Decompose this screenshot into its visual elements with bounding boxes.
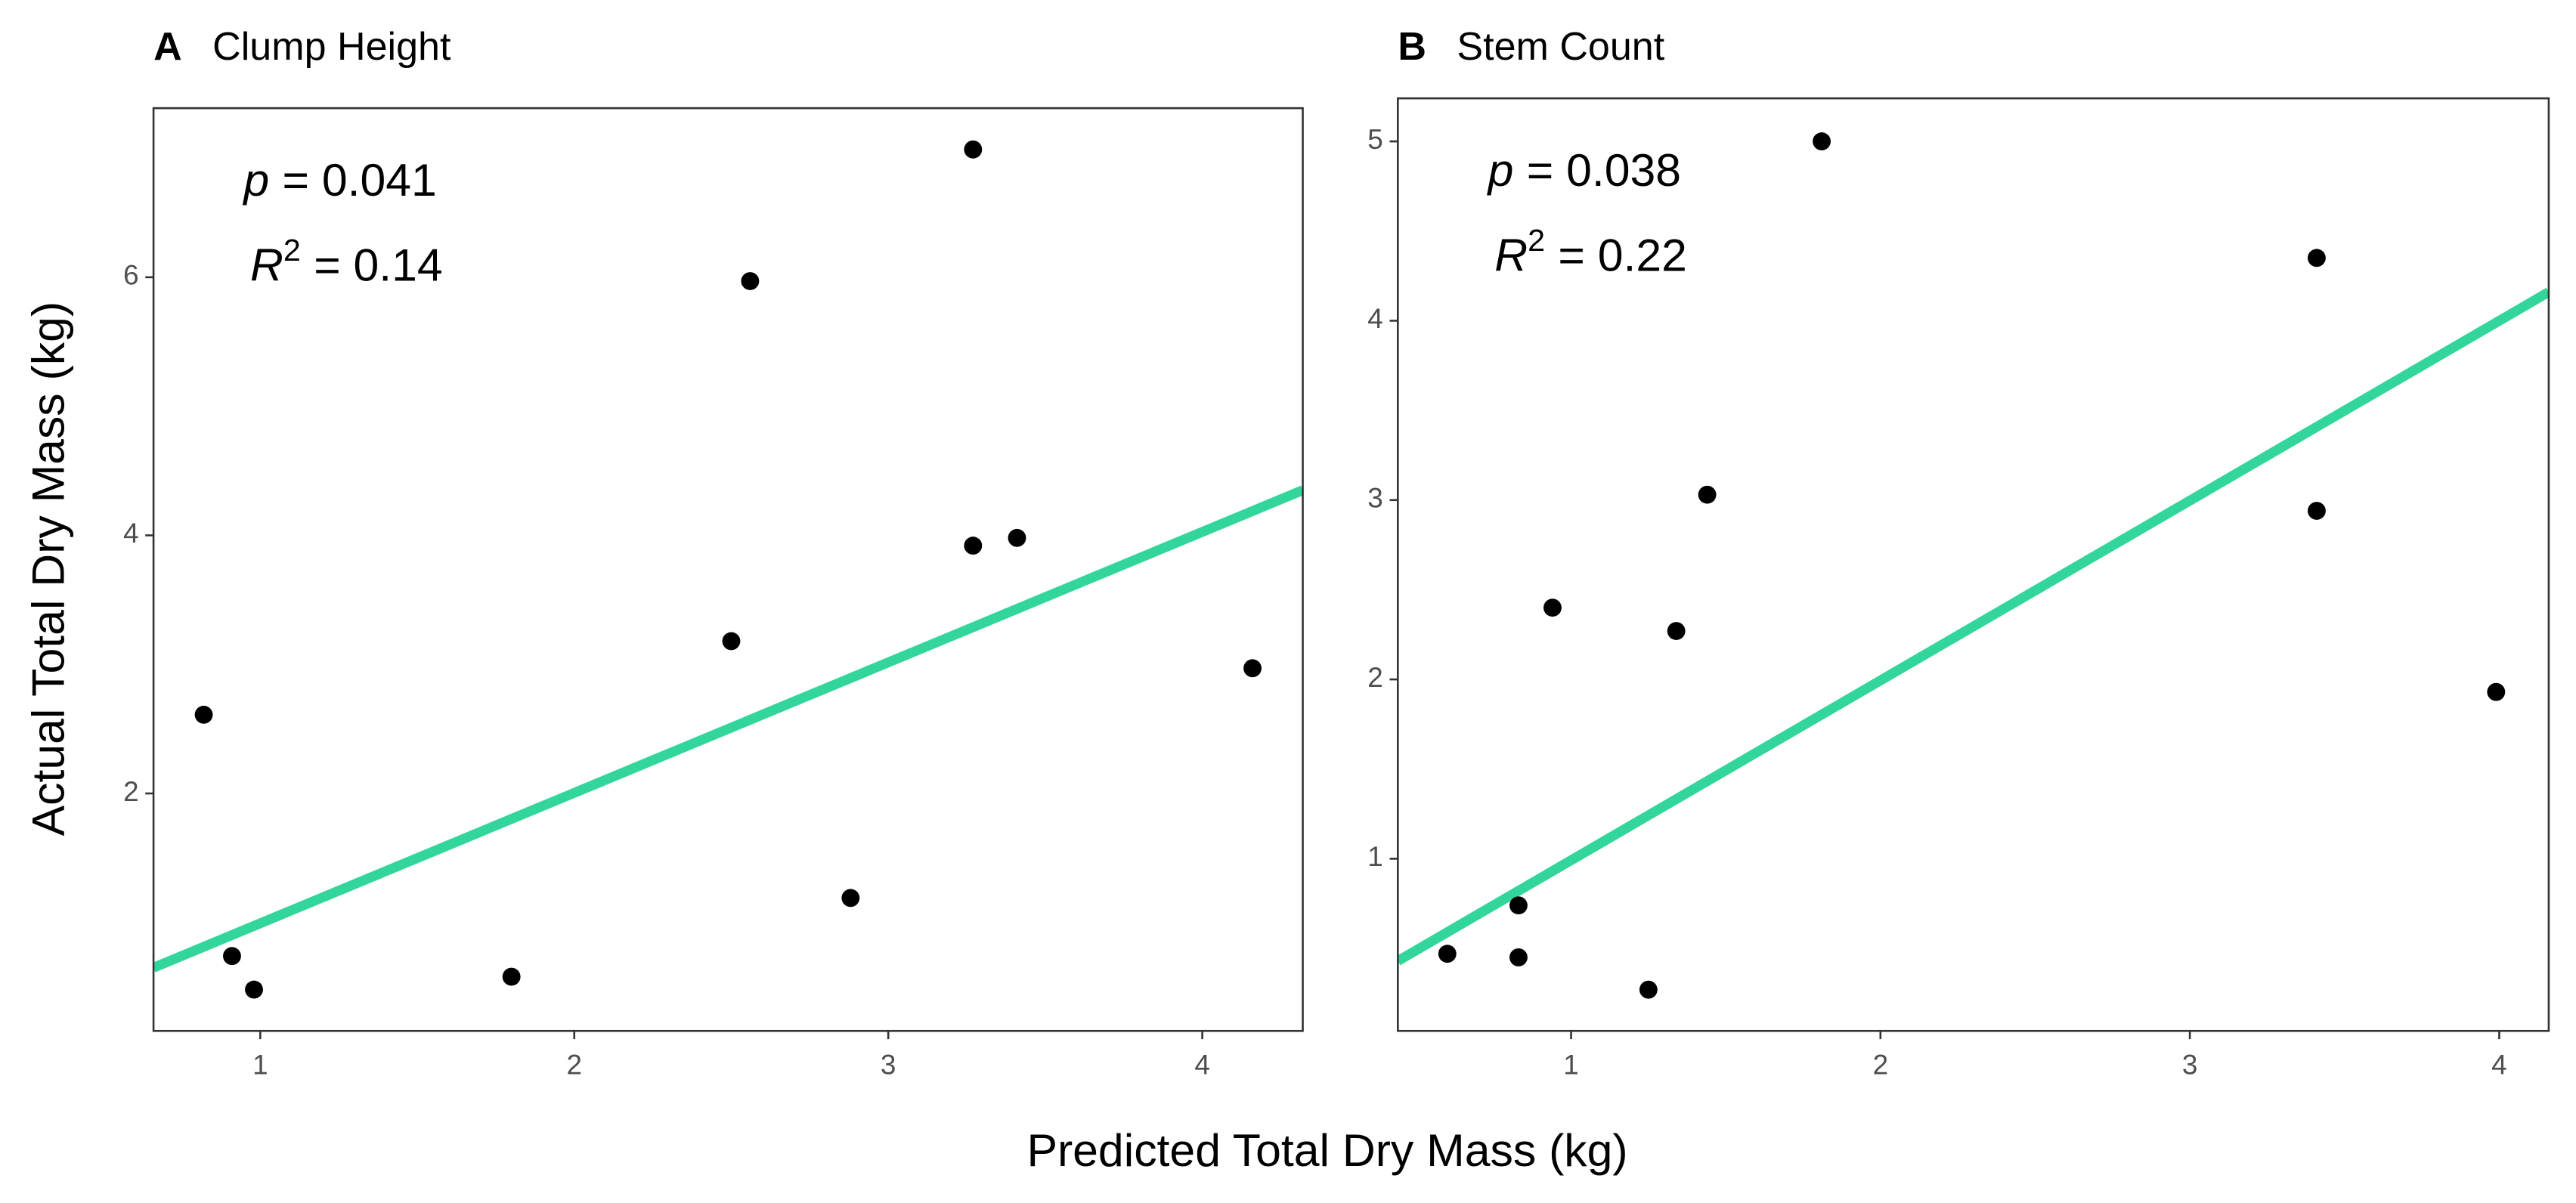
y-axis-label: Actual Total Dry Mass (kg) <box>23 302 74 836</box>
plot-area <box>1398 132 2549 999</box>
annotation-text: = 0.14 <box>314 240 443 291</box>
annotation-symbol: R <box>250 240 283 291</box>
annotation-text: = 0.041 <box>283 154 437 206</box>
x-axis-label: Predicted Total Dry Mass (kg) <box>1026 1124 1627 1176</box>
point <box>223 947 241 966</box>
y-tick-label: 2 <box>1367 662 1383 693</box>
point <box>1698 485 1717 504</box>
point <box>502 967 521 986</box>
chart-title: Stem Count <box>1457 25 1664 69</box>
point <box>2487 682 2506 701</box>
point <box>1639 980 1658 999</box>
point <box>741 272 760 290</box>
point <box>722 632 741 651</box>
x-tick-label: 1 <box>1563 1050 1579 1081</box>
point <box>964 140 983 159</box>
point <box>2308 502 2326 520</box>
annotation-text: = 0.038 <box>1527 144 1681 196</box>
y-tick-label: 4 <box>123 518 139 549</box>
point <box>1667 622 1686 640</box>
annotation: p = 0.041 <box>242 154 436 206</box>
x-tick-label: 2 <box>567 1050 583 1081</box>
y-tick-label: 5 <box>1367 124 1383 155</box>
point <box>1438 945 1457 963</box>
plot-border <box>152 107 1304 1032</box>
x-tick-label: 4 <box>1194 1050 1210 1081</box>
annotation-symbol: p <box>242 154 269 206</box>
point <box>1543 598 1562 617</box>
y-tick-label: 6 <box>123 260 139 291</box>
panel-label: B <box>1398 25 1426 69</box>
point <box>964 537 983 555</box>
y-tick-label: 4 <box>1367 303 1383 334</box>
point <box>841 889 860 908</box>
point <box>1813 132 1831 151</box>
y-tick-label: 3 <box>1367 482 1383 513</box>
plot-border <box>1397 97 2550 1032</box>
chart-title: Clump Height <box>212 25 451 69</box>
plot-area <box>153 140 1303 999</box>
annotation-symbol: p <box>1487 144 1514 196</box>
annotation: R2 = 0.22 <box>1494 223 1687 281</box>
fit-line <box>1398 287 2549 966</box>
y-tick-label: 1 <box>1367 841 1383 872</box>
x-tick-label: 2 <box>1873 1050 1889 1081</box>
y-tick-label: 2 <box>123 776 139 807</box>
x-tick-label: 3 <box>881 1050 896 1081</box>
annotation-superscript: 2 <box>283 233 301 268</box>
x-tick-label: 4 <box>2491 1050 2507 1081</box>
fit-line <box>153 485 1303 973</box>
point <box>245 980 263 999</box>
annotation: R2 = 0.14 <box>250 233 443 291</box>
point <box>1509 896 1528 915</box>
annotation-symbol: R <box>1494 230 1528 281</box>
annotation-superscript: 2 <box>1528 223 1545 258</box>
annotation: p = 0.038 <box>1487 144 1681 196</box>
x-tick-label: 3 <box>2182 1050 2198 1081</box>
panel-label: A <box>153 25 182 69</box>
annotation-text: = 0.22 <box>1558 230 1687 281</box>
point <box>1509 948 1528 966</box>
point <box>1008 528 1026 547</box>
point <box>2308 249 2326 268</box>
x-tick-label: 1 <box>252 1050 268 1081</box>
point <box>1243 659 1262 678</box>
point <box>194 705 213 724</box>
